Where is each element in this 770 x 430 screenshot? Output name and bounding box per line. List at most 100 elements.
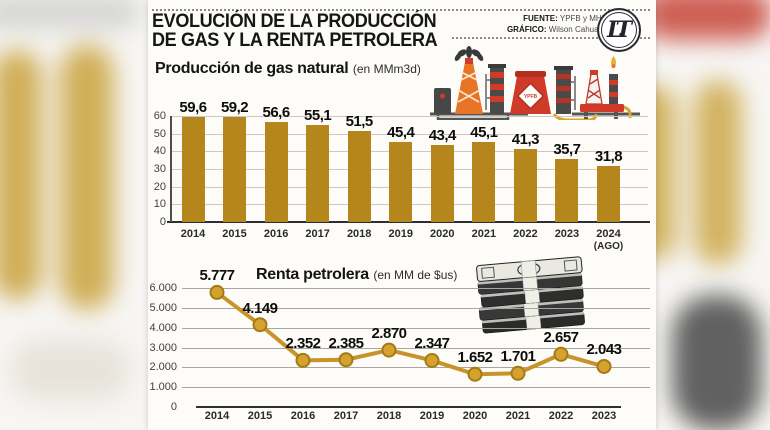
rent-value-label: 1.701 xyxy=(500,348,536,366)
bar-x-tick-label: 2014 xyxy=(180,228,206,240)
gas-chart-title: Producción de gas natural (en MMm3d) xyxy=(155,60,421,78)
money-stack-illustration xyxy=(476,256,585,334)
rent-y-tick-label: 1.000 xyxy=(149,381,177,394)
credit-value: Wilson Cahuaya xyxy=(548,25,607,34)
rent-x-tick-label: 2020 xyxy=(462,410,488,422)
rent-x-tick-label: 2019 xyxy=(419,410,445,422)
bar-2016 xyxy=(264,122,288,222)
rent-value-label: 2.347 xyxy=(414,335,450,353)
bar-y-tick-label: 20 xyxy=(153,180,166,193)
rent-y-tick-label: 5.000 xyxy=(149,301,177,314)
bar-y-tick-label: 10 xyxy=(153,198,166,211)
bar-gridline xyxy=(172,116,648,117)
rent-y-tick-label: 0 xyxy=(170,401,177,413)
bar-x-tick-label: 2023 xyxy=(554,228,580,240)
rent-x-tick-label: 2021 xyxy=(505,410,531,422)
bar-y-tick-label: 0 xyxy=(159,216,166,228)
bar-x-tick-label: 2018 xyxy=(346,228,372,240)
newspaper-logo: LT xyxy=(597,8,641,52)
bar-value-label: 41,3 xyxy=(511,131,540,149)
bar-2022 xyxy=(513,149,537,222)
bar-value-label: 56,6 xyxy=(262,104,290,121)
page-title-line2: DE GAS Y LA RENTA PETROLERA xyxy=(152,30,438,51)
bar-y-tick-label: 40 xyxy=(153,145,166,158)
header-bottom-dotted-rule xyxy=(452,37,650,39)
bar-x-tick-label: 2020 xyxy=(430,228,455,240)
offshore-rig-icon xyxy=(580,56,624,119)
rent-y-tick-label: 6.000 xyxy=(149,282,177,294)
rent-x-tick-label: 2015 xyxy=(247,410,273,422)
bar-value-label: 31,8 xyxy=(594,147,623,165)
bar-value-label: 35,7 xyxy=(553,140,581,158)
bar-y-tick-label: 30 xyxy=(153,163,166,175)
oil-industry-illustration: YPFB xyxy=(430,46,640,120)
gas-chart-unit: (en MMm3d) xyxy=(352,62,421,76)
bar-gridline xyxy=(172,133,648,135)
rent-x-tick-label: 2018 xyxy=(376,410,402,422)
rent-x-tick-label: 2017 xyxy=(333,410,359,422)
bar-y-tick-label: 60 xyxy=(153,110,166,122)
striped-tower-icon xyxy=(485,64,506,114)
money-bundle xyxy=(477,272,585,334)
bar-2021 xyxy=(472,142,496,222)
source-credit: FUENTE: YPFB y MHE GRÁFICO: Wilson Cahua… xyxy=(507,13,607,35)
bar-2018 xyxy=(347,131,371,222)
blurred-right-edge xyxy=(652,0,770,430)
bar-2015 xyxy=(223,117,247,222)
bar-x-tick-label: 2024 xyxy=(596,228,621,240)
rent-gridline xyxy=(182,387,650,389)
rent-value-label: 2.043 xyxy=(586,341,622,359)
blurred-left-edge xyxy=(0,0,152,430)
rent-chart-unit: (en MM de $us) xyxy=(373,268,458,282)
rent-chart-title: Renta petrolera (en MM de $us) xyxy=(256,266,457,284)
credit-label: GRÁFICO: xyxy=(506,25,547,34)
bar-x-tick-note: (AGO) xyxy=(593,241,624,252)
bar-value-label: 45,4 xyxy=(387,123,415,141)
rent-gridline xyxy=(182,288,650,289)
rent-y-tick-label: 4.000 xyxy=(149,321,177,334)
rent-chart-title-text: Renta petrolera xyxy=(256,266,369,283)
source-value: YPFB y MHE xyxy=(559,14,607,23)
bar-2024 xyxy=(597,165,620,222)
gas-pump-icon xyxy=(434,88,451,114)
gas-chart-title-text: Producción de gas natural xyxy=(155,60,349,77)
bar-value-label: 59,2 xyxy=(220,99,249,117)
header-top-dotted-rule xyxy=(152,9,650,11)
bar-2014 xyxy=(181,116,205,222)
rent-value-label: 1.652 xyxy=(457,349,493,367)
bar-baseline xyxy=(167,221,650,223)
page-title: EVOLUCIÓN DE LA PRODUCCIÓN DE GAS Y LA R… xyxy=(152,12,438,51)
bar-value-label: 55,1 xyxy=(304,106,332,124)
bar-value-label: 45,1 xyxy=(470,124,498,142)
bar-2023 xyxy=(555,158,579,222)
rent-baseline xyxy=(196,406,621,408)
bar-value-label: 59,6 xyxy=(179,98,207,116)
bar-2019 xyxy=(389,141,413,222)
rent-gridline xyxy=(182,367,650,369)
rent-value-label: 2.870 xyxy=(371,325,407,343)
bar-x-tick-label: 2017 xyxy=(305,228,330,240)
rent-value-label: 4.149 xyxy=(242,299,278,317)
bar-x-tick-label: 2016 xyxy=(263,228,289,240)
source-label: FUENTE: xyxy=(523,14,558,23)
rent-y-tick-label: 3.000 xyxy=(149,341,177,354)
bar-y-axis xyxy=(170,116,172,222)
bar-x-tick-label: 2019 xyxy=(388,228,413,240)
bar-x-tick-label: 2022 xyxy=(513,228,538,240)
rent-x-tick-label: 2023 xyxy=(591,410,617,422)
rent-x-tick-label: 2022 xyxy=(548,410,574,422)
rent-value-label: 2.385 xyxy=(328,334,364,352)
bar-x-tick-label: 2015 xyxy=(222,228,247,240)
rent-value-label: 5.777 xyxy=(199,267,235,285)
top-banknote xyxy=(476,256,583,282)
bar-value-label: 43,4 xyxy=(428,127,457,145)
rent-value-label: 2.657 xyxy=(543,329,579,347)
svg-text:YPFB: YPFB xyxy=(524,94,538,100)
rent-x-tick-label: 2016 xyxy=(290,410,316,422)
bar-y-tick-label: 50 xyxy=(153,127,166,140)
newspaper-logo-text: LT xyxy=(606,17,632,43)
oil-derrick-icon xyxy=(454,46,484,114)
bar-value-label: 51,5 xyxy=(345,113,374,131)
rent-y-tick-label: 2.000 xyxy=(149,361,177,374)
